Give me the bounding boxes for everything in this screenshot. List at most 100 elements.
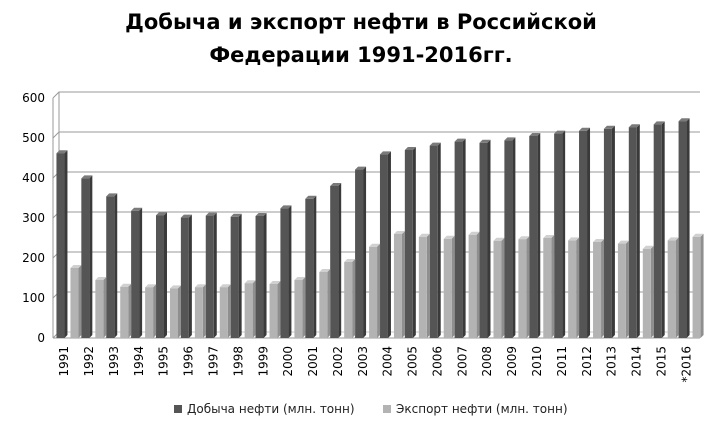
bar-top [145,284,157,288]
chart-title-line-2: Федерации 1991-2016гг. [209,43,513,67]
bar-top [554,130,566,134]
bar-export [95,280,104,338]
bar-production [305,198,314,338]
bar-top [454,138,466,142]
bar-production [603,128,612,338]
bar-top [106,193,118,197]
bar-top [493,237,505,241]
bar-side [377,243,381,338]
bar-export [369,246,378,338]
legend-label-production: Добыча нефти (млн. тонн) [187,402,355,416]
bar-export [493,240,502,338]
bar-side [526,236,530,338]
bar-production [678,121,687,338]
bar-production [131,210,140,338]
bar-top [628,124,640,128]
bar-top [443,235,455,239]
x-tick-label: 2004 [381,346,395,377]
bar-export [145,287,154,338]
y-tick-label: 600 [22,91,45,105]
bar-production [479,142,488,338]
x-tick-label: 2003 [356,346,370,377]
bar-top [244,280,256,284]
bar-export [468,234,477,338]
bar-top [579,127,591,131]
bar-top [518,236,530,240]
x-tick-label: 2001 [306,346,320,377]
bar-side [700,233,704,338]
bar-production [330,186,339,338]
bar-export [667,240,676,338]
bar-top [529,133,541,136]
bar-side [202,284,206,338]
bar-top [429,142,441,146]
bar-side [601,239,605,338]
bar-side [611,125,615,338]
bar-side [78,265,82,338]
bar-production [81,178,90,338]
bar-top [468,231,480,235]
bar-side [562,130,566,338]
y-tick-label: 0 [37,331,45,345]
bar-side [401,231,405,338]
bar-top [194,284,206,288]
bar-top [642,245,654,249]
bar-side [650,245,654,338]
bar-top [255,213,267,216]
chart-title: Добыча и экспорт нефти в Российской Феде… [0,6,722,72]
bar-export [269,284,278,338]
bar-production [404,150,413,338]
bar-side [476,231,480,338]
x-tick-label: 1991 [57,346,71,377]
bar-top [319,269,331,272]
bar-side [313,195,317,338]
bar-top [70,265,82,268]
gridline [52,171,700,179]
bar-side [139,207,143,338]
bar-side [263,213,267,338]
bar-top [219,284,231,288]
bar-side [661,121,665,339]
bar-side [625,240,629,338]
bar-side [327,269,331,338]
bar-export [518,239,527,338]
bar-export [617,243,626,338]
bar-top [95,277,107,280]
gridline [52,91,700,99]
bar-side [277,281,281,338]
x-tick-label: 1996 [182,346,196,377]
x-tick-label: 2000 [281,346,295,377]
bar-top [379,151,391,155]
x-tick-label: 1994 [132,346,146,377]
x-tick-label: 1999 [256,346,270,377]
bar-side [338,183,342,338]
bar-side [114,193,118,338]
y-tick-label: 300 [22,211,45,225]
bar-production [454,141,463,338]
bar-top [369,243,381,247]
bar-top [543,235,555,238]
bar-export [692,236,701,338]
x-tick-label: 1992 [82,346,96,377]
bar-production [628,127,637,338]
bar-top [169,285,181,289]
bar-production [653,124,662,339]
bar-side [412,147,416,338]
bar-side [103,277,107,338]
x-tick-label: 2007 [455,346,469,377]
bar-side [238,213,242,338]
bar-production [56,153,65,338]
bar-top [603,125,615,129]
bar-top [568,237,580,241]
bar-side [163,212,167,338]
bar-side [89,175,93,338]
bar-production [205,215,214,338]
bar-top [678,118,690,122]
bar-production [155,215,164,338]
bar-export [443,238,452,338]
bar-top [180,214,192,218]
bar-side [64,150,68,338]
bar-top [294,277,306,280]
bar-top [393,231,405,234]
bar-top [504,137,516,141]
